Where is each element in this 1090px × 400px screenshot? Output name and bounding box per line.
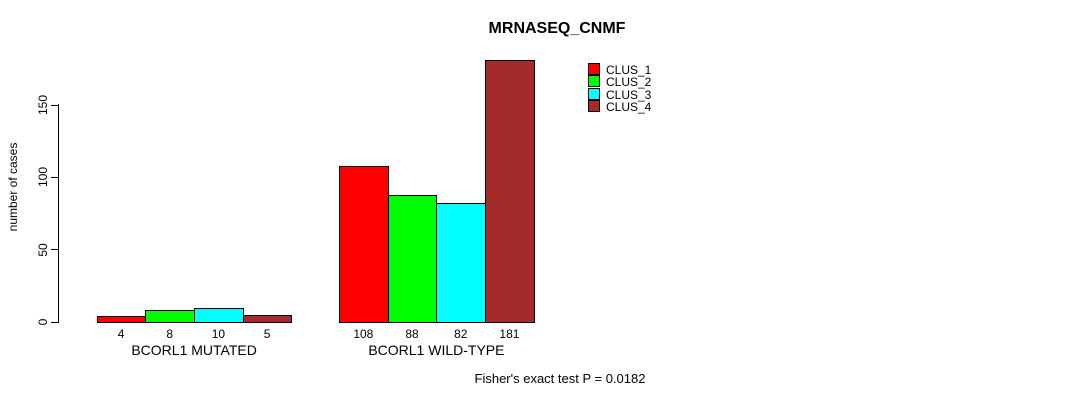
bar-value-label: 4 xyxy=(117,327,125,341)
y-tick-mark xyxy=(51,104,58,106)
legend-swatch-clus_1 xyxy=(588,63,600,75)
bar-clus_1-group1 xyxy=(96,316,147,323)
bar-value-label: 10 xyxy=(211,327,226,341)
legend-swatch-clus_2 xyxy=(588,75,600,88)
bar-clus_1-group2 xyxy=(339,165,389,323)
legend-label-clus_1: CLUS_1 xyxy=(606,63,652,77)
bar-clus_4-group1 xyxy=(242,314,293,323)
bar-value-label: 181 xyxy=(499,327,520,341)
y-tick-mark xyxy=(51,321,58,323)
y-tick-mark xyxy=(51,176,58,179)
y-tick-label: 150 xyxy=(36,94,50,116)
y-tick-label: 0 xyxy=(36,318,50,326)
legend-swatch-clus_3 xyxy=(588,87,600,100)
bar-value-label: 5 xyxy=(263,327,271,341)
legend-swatch-clus_4 xyxy=(588,99,600,112)
p-value-annotation: Fisher's exact test P = 0.0182 xyxy=(474,371,646,386)
legend-label-clus_4: CLUS_4 xyxy=(606,99,652,114)
bar-value-label: 8 xyxy=(166,327,174,341)
legend-label-clus_2: CLUS_2 xyxy=(606,75,652,90)
bar-value-label: 108 xyxy=(353,327,374,341)
group-label-2: BCORL1 WILD-TYPE xyxy=(368,342,505,358)
y-tick-label: 50 xyxy=(36,242,50,257)
y-tick-label: 100 xyxy=(36,167,50,188)
chart-title: MRNASEQ_CNMF xyxy=(488,20,626,37)
bar-clus_2-group1 xyxy=(145,310,196,323)
bar-clus_4-group2 xyxy=(485,60,535,323)
y-tick-mark xyxy=(51,249,58,251)
legend-label-clus_3: CLUS_3 xyxy=(606,87,652,102)
group-label-1: BCORL1 MUTATED xyxy=(131,342,257,358)
bar-clus_3-group2 xyxy=(436,203,487,323)
bar-clus_2-group2 xyxy=(387,194,438,323)
bar-value-label: 88 xyxy=(405,327,419,341)
bar-value-label: 82 xyxy=(454,327,468,341)
y-axis-line xyxy=(58,104,60,323)
y-axis-label: number of cases xyxy=(6,142,20,232)
bar-clus_3-group1 xyxy=(194,307,244,323)
